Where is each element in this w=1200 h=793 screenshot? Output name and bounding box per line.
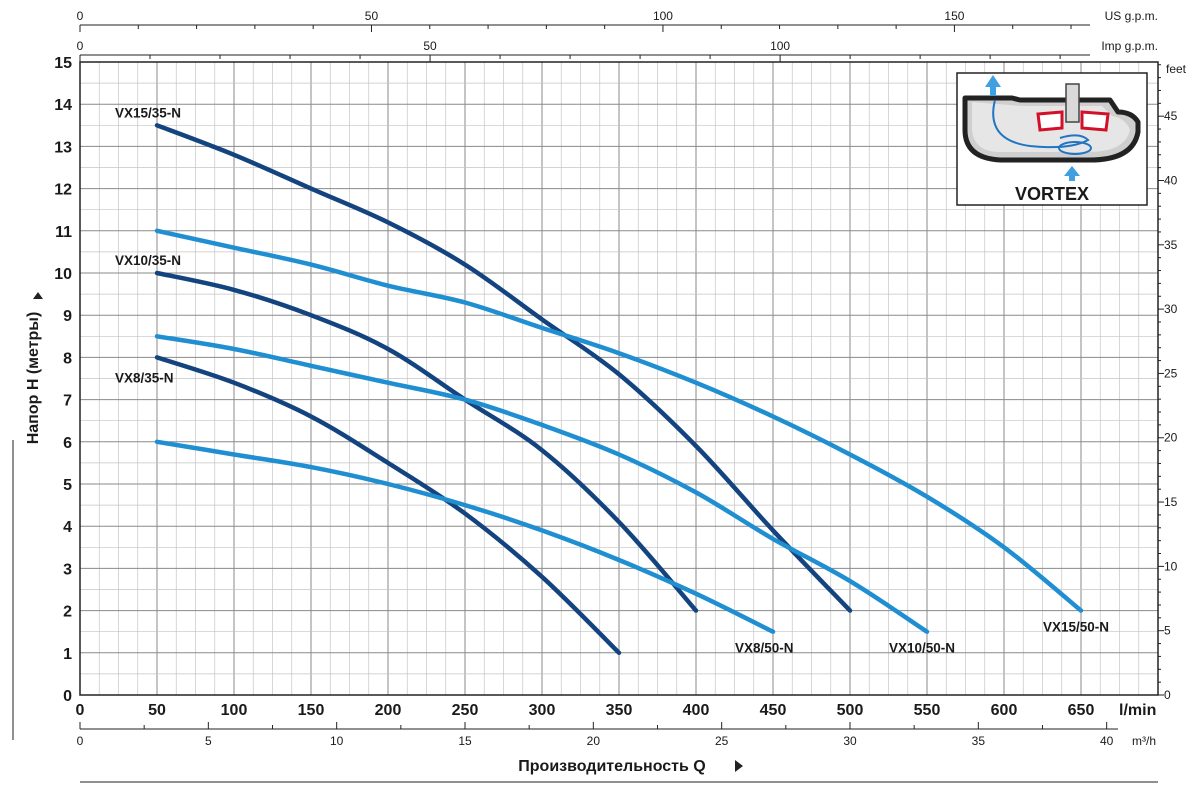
grid: [79, 61, 1159, 696]
axis-tick-label: 5: [205, 734, 212, 748]
m3h-unit: m³/h: [1132, 734, 1156, 748]
y-tick-label: 2: [63, 604, 72, 621]
x-tick-label: 350: [606, 702, 633, 719]
x-unit: l/min: [1119, 702, 1156, 719]
axis-tick-label: 25: [1164, 366, 1178, 380]
x-axis: 0 50 100 150 200 250 300 350 400 450 500 550 600 650: [76, 702, 1095, 719]
x-tick-label: 150: [298, 702, 325, 719]
y-tick-label: 3: [63, 561, 72, 578]
x-tick-label: 650: [1068, 702, 1095, 719]
x-tick-label: 0: [76, 702, 85, 719]
axis-tick-label: 10: [330, 734, 344, 748]
series-line-vx10-35-n: [154, 270, 699, 613]
vortex-inset: VORTEX: [956, 72, 1148, 206]
series-label-vx10-50-n: VX10/50-N: [889, 641, 955, 656]
vortex-title: VORTEX: [1015, 184, 1089, 204]
feet-axis: 0 5 10 15 20 25 30 35 40 45 feet: [1158, 62, 1187, 702]
series-layer: [154, 123, 1084, 656]
y-tick-label: 12: [54, 182, 72, 199]
axis-tick-label: 0: [77, 9, 84, 23]
imp-gpm-unit: Imp g.p.m.: [1101, 39, 1158, 53]
x-tick-label: 200: [375, 702, 402, 719]
x-tick-label: 400: [683, 702, 710, 719]
x-tick-label: 550: [914, 702, 941, 719]
y-tick-label: 10: [54, 266, 72, 283]
series-label-vx15-50-n: VX15/50-N: [1043, 620, 1109, 635]
y-axis-arrow-icon: [33, 292, 43, 299]
y-tick-label: 1: [63, 646, 72, 663]
axis-tick-label: 15: [1164, 495, 1178, 509]
y-tick-label: 0: [63, 688, 72, 705]
axis-tick-label: 30: [1164, 302, 1178, 316]
y-axis-title: Напор H (метры): [25, 312, 42, 445]
x-tick-label: 250: [452, 702, 479, 719]
series-line-vx8-35-n: [154, 355, 622, 656]
series-label-vx10-35-n: VX10/35-N: [115, 253, 181, 268]
y-tick-label: 14: [54, 97, 72, 114]
series-line-vx10-50-n: [154, 334, 930, 634]
x-tick-label: 450: [760, 702, 787, 719]
x-axis-arrow-icon: [735, 760, 743, 772]
series-line-vx15-50-n: [154, 228, 1084, 613]
y-tick-label: 5: [63, 477, 72, 494]
x-axis-title: Производительность Q: [518, 758, 705, 775]
axis-tick-label: 20: [587, 734, 601, 748]
axis-tick-label: 0: [1164, 688, 1171, 702]
series-labels: VX15/35-N VX10/35-N VX8/35-N VX15/50-N VX10/…: [115, 105, 1109, 655]
plot-frame: [79, 61, 1159, 696]
axis-tick-label: 150: [944, 9, 964, 23]
y-tick-label: 4: [63, 519, 72, 536]
us-gpm-unit: US g.p.m.: [1105, 9, 1158, 23]
x-tick-label: 300: [529, 702, 556, 719]
axis-tick-label: 25: [715, 734, 729, 748]
axis-tick-label: 5: [1164, 624, 1171, 638]
x-tick-label: 500: [837, 702, 864, 719]
vortex-impeller-icon: [962, 75, 1141, 181]
y-tick-label: 9: [63, 308, 72, 325]
m3h-axis: 0 5 10 15 20 25 30 35 40 m³/h: [77, 722, 1156, 748]
y-tick-label: 8: [63, 350, 72, 367]
series-label-vx15-35-n: VX15/35-N: [115, 105, 181, 120]
imp-gpm-axis: 0 50 100 Imp g.p.m.: [77, 39, 1158, 62]
axis-tick-label: 10: [1164, 559, 1178, 573]
us-gpm-axis: 0 50 100 150 US g.p.m.: [77, 9, 1158, 32]
series-line-vx8-50-n: [154, 439, 776, 634]
axis-tick-label: 45: [1164, 109, 1178, 123]
axis-tick-label: 15: [458, 734, 472, 748]
axis-tick-label: 0: [77, 734, 84, 748]
axis-tick-label: 50: [365, 9, 379, 23]
axis-tick-label: 0: [77, 39, 84, 53]
axis-tick-label: 20: [1164, 431, 1178, 445]
axis-tick-label: 30: [843, 734, 857, 748]
axis-tick-label: 100: [653, 9, 673, 23]
axis-tick-label: 35: [1164, 238, 1178, 252]
series-label-vx8-50-n: VX8/50-N: [735, 641, 794, 656]
x-tick-label: 50: [148, 702, 166, 719]
y-tick-label: 11: [55, 224, 72, 241]
axis-tick-label: 100: [770, 39, 790, 53]
x-tick-label: 600: [991, 702, 1018, 719]
feet-unit: feet: [1166, 62, 1187, 76]
y-tick-label: 13: [54, 139, 72, 156]
series-label-vx8-35-n: VX8/35-N: [115, 370, 174, 385]
series-line-vx15-35-n: [154, 123, 853, 613]
x-tick-label: 100: [221, 702, 248, 719]
y-tick-label: 7: [63, 393, 72, 410]
y-tick-label: 6: [63, 435, 72, 452]
axis-tick-label: 50: [423, 39, 437, 53]
y-tick-label: 15: [54, 55, 72, 72]
axis-tick-label: 35: [972, 734, 986, 748]
axis-tick-label: 40: [1164, 173, 1178, 187]
axis-tick-label: 40: [1100, 734, 1114, 748]
